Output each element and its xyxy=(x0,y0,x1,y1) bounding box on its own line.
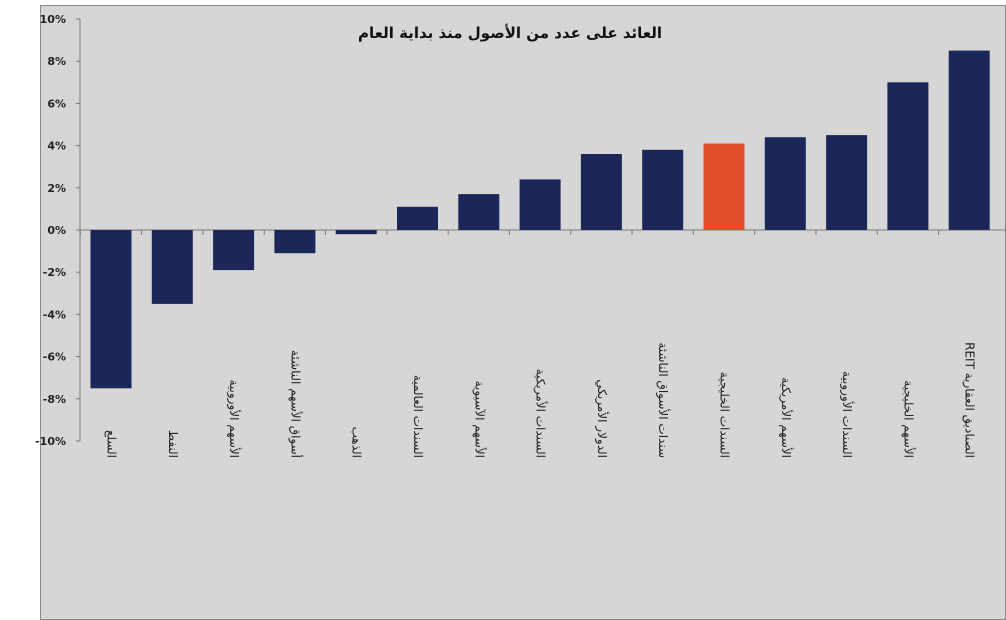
x-tick-label: السندات العالمية xyxy=(411,375,425,458)
y-tick-label: -4% xyxy=(43,308,66,321)
bar xyxy=(826,135,868,230)
y-axis-ticks: 10% 8% 6% 4% 2% 0% -2% -4% -6% -8% -10% xyxy=(35,13,80,448)
x-tick-label: السندات الأوروبية xyxy=(839,371,855,458)
chart-plot-frame xyxy=(40,5,1006,620)
bar xyxy=(458,194,500,230)
y-tick-label: 6% xyxy=(47,97,66,110)
x-tick-label: النفط xyxy=(166,430,180,458)
x-tick-label: الصناديق العقارية REIT xyxy=(962,342,977,458)
bar xyxy=(151,230,193,304)
y-tick-label: 2% xyxy=(47,182,66,195)
x-tick-label: الذهب xyxy=(350,427,364,458)
bar xyxy=(274,230,316,254)
x-tick-label: السندات الخليجية xyxy=(718,372,732,458)
y-tick-label: -8% xyxy=(43,393,66,406)
y-tick-label: 0% xyxy=(47,224,66,237)
x-tick-label: السلع xyxy=(105,430,119,458)
y-tick-label: 10% xyxy=(40,13,66,26)
x-tick-label: الأسهم الخليجية xyxy=(901,380,916,458)
y-tick-label: -10% xyxy=(35,435,66,448)
bar xyxy=(887,82,929,230)
x-tick-label: الدولار الأمريكي xyxy=(594,379,610,458)
bar xyxy=(580,154,622,230)
bar xyxy=(90,230,132,389)
x-tick-label: أسواق الأسهم الناشئة xyxy=(287,350,303,458)
bar xyxy=(397,206,438,230)
bar xyxy=(948,50,990,230)
y-tick-label: 4% xyxy=(47,140,66,153)
y-tick-label: -2% xyxy=(43,266,66,279)
bar xyxy=(642,149,684,230)
x-tick-label: الأسهم الأوروبية xyxy=(226,379,242,458)
x-tick-label: السندات الأمريكية xyxy=(533,369,549,458)
chart-bars xyxy=(90,50,990,389)
x-tick-label: الأسهم الآسيوية xyxy=(471,381,487,458)
y-tick-label: 8% xyxy=(47,55,66,68)
y-tick-label: -6% xyxy=(43,351,66,364)
bar xyxy=(519,179,561,230)
chart-title: العائد على عدد من الأصول منذ بداية العام xyxy=(358,24,662,42)
bar xyxy=(213,230,255,271)
bar xyxy=(764,137,806,230)
x-tick-label: سندات الأسواق الناشئة xyxy=(655,342,671,458)
bar xyxy=(703,143,745,230)
bar xyxy=(335,230,377,235)
x-tick-label: الأسهم الأمريكية xyxy=(778,377,794,458)
x-axis-labels: السلع النفط الأسهم الأوروبية أسواق الأسهم ا… xyxy=(105,342,977,458)
